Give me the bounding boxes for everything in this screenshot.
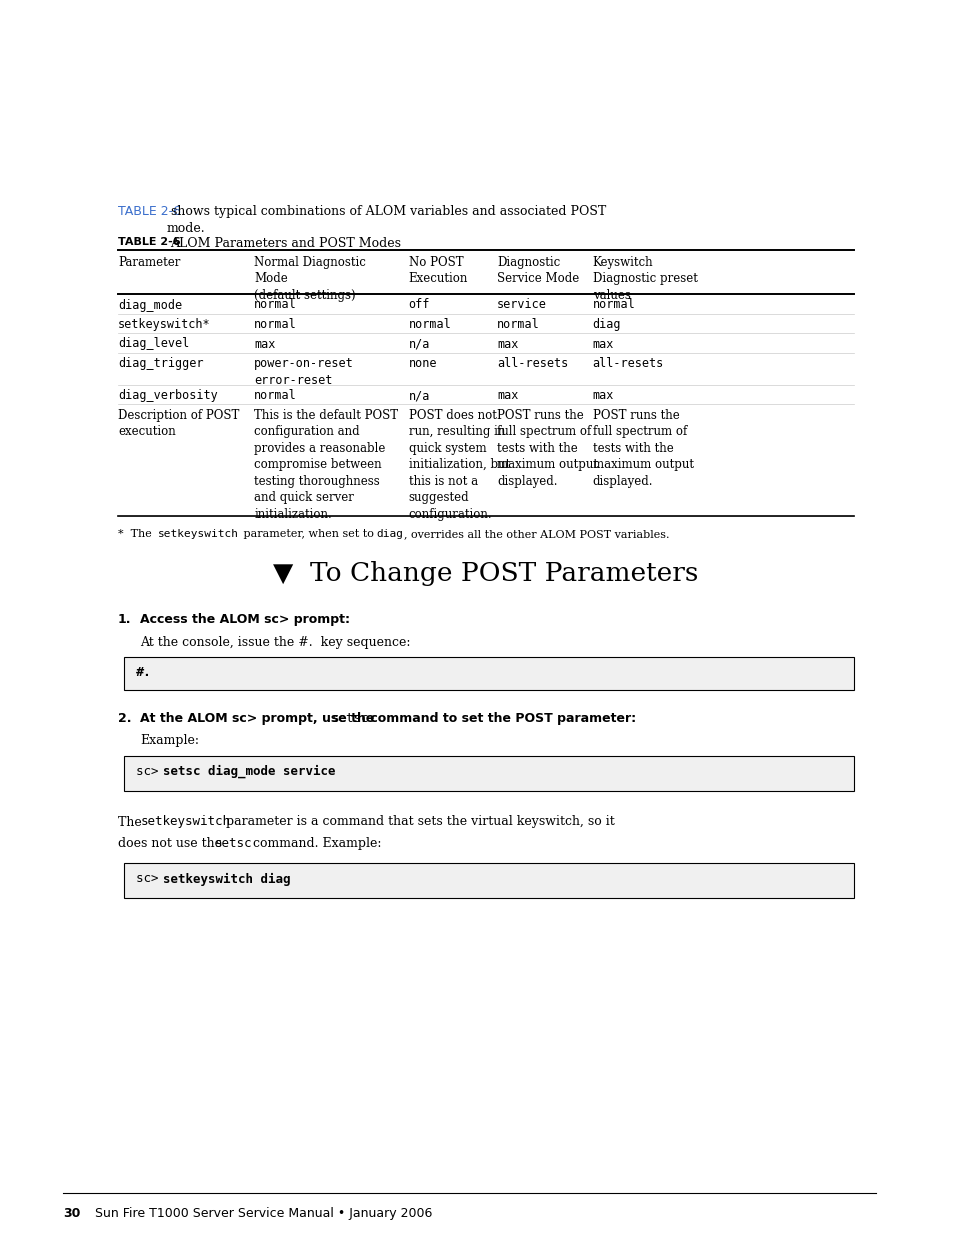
Text: does not use the: does not use the: [118, 837, 226, 850]
Text: n/a: n/a: [408, 389, 430, 403]
Text: normal: normal: [253, 299, 296, 311]
Text: Access the ALOM sc> prompt:: Access the ALOM sc> prompt:: [140, 613, 350, 626]
Text: Keyswitch
Diagnostic preset
values: Keyswitch Diagnostic preset values: [592, 256, 697, 303]
Text: setkeyswitch diag: setkeyswitch diag: [163, 872, 291, 885]
Text: max: max: [592, 389, 614, 403]
Text: normal: normal: [253, 317, 296, 331]
Text: The: The: [118, 815, 146, 829]
Text: Diagnostic
Service Mode: Diagnostic Service Mode: [497, 256, 578, 285]
Text: max: max: [497, 337, 517, 351]
Text: POST runs the
full spectrum of
tests with the
maximum output
displayed.: POST runs the full spectrum of tests wit…: [497, 409, 598, 488]
Text: off: off: [408, 299, 430, 311]
Text: n/a: n/a: [408, 337, 430, 351]
Text: At the console, issue the #.  key sequence:: At the console, issue the #. key sequenc…: [140, 636, 410, 648]
Text: setsc: setsc: [214, 837, 253, 850]
Text: , overrides all the other ALOM POST variables.: , overrides all the other ALOM POST vari…: [403, 529, 668, 538]
Text: parameter, when set to: parameter, when set to: [239, 529, 376, 538]
Text: ▼  To Change POST Parameters: ▼ To Change POST Parameters: [273, 561, 698, 585]
Text: Parameter: Parameter: [118, 256, 180, 269]
Text: normal: normal: [497, 317, 539, 331]
Text: Example:: Example:: [140, 734, 199, 747]
Bar: [124, 657, 853, 690]
Text: normal: normal: [253, 389, 296, 403]
Text: all-resets: all-resets: [497, 357, 568, 370]
Text: *  The: * The: [118, 529, 155, 538]
Text: Sun Fire T1000 Server Service Manual • January 2006: Sun Fire T1000 Server Service Manual • J…: [95, 1207, 432, 1220]
Text: shows typical combinations of ALOM variables and associated POST
mode.: shows typical combinations of ALOM varia…: [167, 205, 605, 235]
Text: diag_verbosity: diag_verbosity: [118, 389, 217, 403]
Text: max: max: [497, 389, 517, 403]
Text: This is the default POST
configuration and
provides a reasonable
compromise betw: This is the default POST configuration a…: [253, 409, 397, 520]
Text: setkeyswitch*: setkeyswitch*: [118, 317, 211, 331]
Text: POST runs the
full spectrum of
tests with the
maximum output
displayed.: POST runs the full spectrum of tests wit…: [592, 409, 693, 488]
Text: normal: normal: [408, 317, 451, 331]
Text: TABLE 2-6: TABLE 2-6: [118, 237, 180, 247]
Bar: [124, 863, 853, 898]
Text: Description of POST
execution: Description of POST execution: [118, 409, 239, 438]
Text: 30: 30: [63, 1207, 80, 1220]
Text: normal: normal: [592, 299, 635, 311]
Text: sc>: sc>: [136, 764, 166, 778]
Text: max: max: [592, 337, 614, 351]
Text: command. Example:: command. Example:: [249, 837, 381, 850]
Text: ALOM Parameters and POST Modes: ALOM Parameters and POST Modes: [170, 237, 400, 249]
Text: service: service: [497, 299, 546, 311]
Bar: [124, 756, 853, 790]
Text: sc>: sc>: [136, 872, 166, 885]
Text: power-on-reset
error-reset: power-on-reset error-reset: [253, 357, 354, 387]
Text: command to set the POST parameter:: command to set the POST parameter:: [366, 713, 636, 725]
Text: diag: diag: [592, 317, 620, 331]
Text: At the ALOM sc> prompt, use the: At the ALOM sc> prompt, use the: [140, 713, 378, 725]
Text: POST does not
run, resulting in
quick system
initialization, but
this is not a
s: POST does not run, resulting in quick sy…: [408, 409, 510, 520]
Text: max: max: [253, 337, 275, 351]
Text: No POST
Execution: No POST Execution: [408, 256, 468, 285]
Text: 1.: 1.: [118, 613, 132, 626]
Text: setkeyswitch: setkeyswitch: [158, 529, 238, 538]
Text: setsc: setsc: [332, 713, 369, 725]
Text: setkeyswitch: setkeyswitch: [141, 815, 231, 829]
Text: Normal Diagnostic
Mode
(default settings): Normal Diagnostic Mode (default settings…: [253, 256, 366, 303]
Text: diag_level: diag_level: [118, 337, 189, 351]
Text: #.: #.: [136, 666, 152, 678]
Text: 2.: 2.: [118, 713, 132, 725]
Text: none: none: [408, 357, 436, 370]
Text: setsc diag_mode service: setsc diag_mode service: [163, 764, 335, 778]
Text: diag_trigger: diag_trigger: [118, 357, 203, 370]
Text: TABLE 2-6: TABLE 2-6: [118, 205, 181, 219]
Text: diag: diag: [375, 529, 403, 538]
Text: parameter is a command that sets the virtual keyswitch, so it: parameter is a command that sets the vir…: [222, 815, 615, 829]
Text: all-resets: all-resets: [592, 357, 663, 370]
Text: diag_mode: diag_mode: [118, 299, 182, 311]
